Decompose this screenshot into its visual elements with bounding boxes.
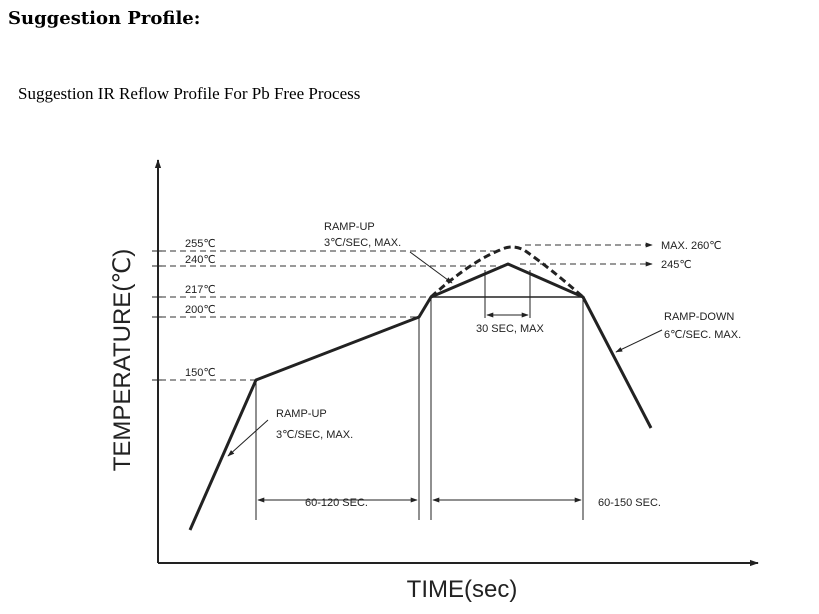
label-217: 217℃ bbox=[185, 284, 216, 296]
ramp-up-bottom-label-line1: RAMP-UP bbox=[276, 408, 327, 420]
preheat-duration-label: 60-120 SEC. bbox=[305, 497, 368, 509]
x-axis-title: TIME(sec) bbox=[407, 576, 518, 603]
label-150: 150℃ bbox=[185, 367, 216, 379]
ramp-up-top-label-line2: 3℃/SEC, MAX. bbox=[324, 237, 401, 249]
y-axis-title: TEMPERATURE(℃) bbox=[109, 249, 136, 472]
label-max-260: MAX. 260℃ bbox=[661, 240, 722, 252]
label-200: 200℃ bbox=[185, 304, 216, 316]
ramp-down-label-line1: RAMP-DOWN bbox=[664, 311, 734, 323]
ramp-up-bottom-leader bbox=[227, 419, 269, 457]
max-peak-curve bbox=[429, 245, 584, 299]
reflow-profile-curve bbox=[188, 262, 653, 531]
ramp-up-bottom-label-line2: 3℃/SEC, MAX. bbox=[276, 429, 353, 441]
profile-subheading: Suggestion IR Reflow Profile For Pb Free… bbox=[18, 84, 361, 103]
ramp-up-top-label-line1: RAMP-UP bbox=[324, 221, 375, 233]
peak-time-label: 30 SEC, MAX bbox=[476, 323, 545, 335]
liquidus-duration-label: 60-150 SEC. bbox=[598, 497, 661, 509]
ramp-up-top-leader bbox=[409, 251, 453, 284]
ramp-down-leader bbox=[615, 329, 663, 353]
page-heading: Suggestion Profile: bbox=[8, 8, 201, 29]
label-255: 255℃ bbox=[185, 238, 216, 250]
label-245: 245℃ bbox=[661, 259, 692, 271]
label-240: 240℃ bbox=[185, 254, 216, 266]
ramp-down-label-line2: 6℃/SEC. MAX. bbox=[664, 329, 741, 341]
